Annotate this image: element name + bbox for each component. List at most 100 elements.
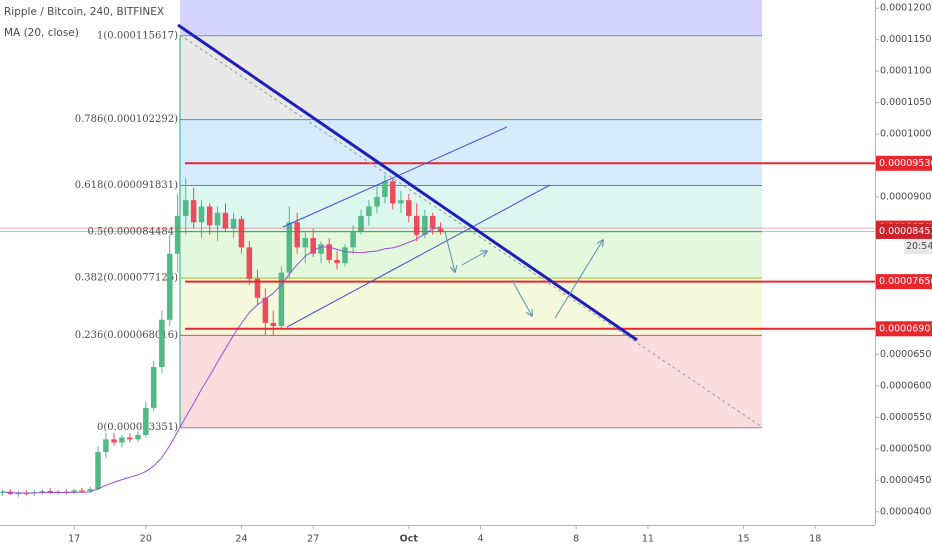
fib-label: 1(0.000115617) xyxy=(97,30,178,41)
candle-body xyxy=(15,492,22,495)
x-tick-label: 4 xyxy=(478,534,484,545)
y-tick-label: 0.00004500 xyxy=(880,475,932,486)
candle-body xyxy=(190,200,197,223)
candle-body xyxy=(350,231,356,248)
candle-body xyxy=(71,490,77,493)
candle-body xyxy=(127,437,133,440)
candle-body xyxy=(206,206,213,226)
candle-body xyxy=(366,206,372,216)
price-badge xyxy=(876,321,932,337)
fib-zone xyxy=(180,185,762,232)
price-badge-label: 0.00007656 xyxy=(879,276,932,287)
candle-body xyxy=(246,247,253,279)
candle-body xyxy=(254,278,261,298)
candle-body xyxy=(302,237,309,248)
x-tick-label: 20 xyxy=(140,534,152,545)
y-tick-label: 0.00006000 xyxy=(880,380,932,391)
x-tick-label: 18 xyxy=(809,534,821,545)
channel-lower xyxy=(286,184,551,328)
candle-body xyxy=(326,244,332,260)
arrow xyxy=(461,251,487,266)
candle-body xyxy=(39,491,46,493)
x-tick-label: 27 xyxy=(307,534,319,545)
y-tick-label: 0.00006500 xyxy=(880,349,932,360)
candle-body xyxy=(214,212,221,226)
price-badge xyxy=(876,274,932,290)
candle-body xyxy=(422,215,428,235)
candle-body xyxy=(358,215,364,232)
y-tick-label: 0.00004000 xyxy=(880,506,932,517)
candle-body xyxy=(398,200,404,204)
candle-body xyxy=(111,439,117,443)
drawings xyxy=(177,23,763,428)
x-tick-label: 11 xyxy=(642,534,654,545)
y-tick-label: 0.00009000 xyxy=(880,192,932,203)
fib-zones: 1(0.000115617) 0.786(0.000102292) 0.618(0.… xyxy=(75,0,762,433)
x-tick-label: 8 xyxy=(573,534,579,545)
fib-zone xyxy=(180,335,762,428)
fib-zone xyxy=(180,119,762,186)
candle-body xyxy=(174,215,181,254)
fib-zone xyxy=(180,231,762,279)
x-tick-label: 15 xyxy=(737,534,749,545)
y-tick-label: 0.00010500 xyxy=(880,97,932,108)
candle-body xyxy=(310,237,316,254)
candle-body xyxy=(262,297,269,323)
fib-label: 0.382(0.000077126) xyxy=(75,273,178,284)
moving-average xyxy=(2,226,441,494)
x-tick-label: Oct xyxy=(400,534,419,545)
x-tick-label: 24 xyxy=(235,534,247,545)
arrow xyxy=(444,231,455,272)
countdown-badge xyxy=(904,238,932,254)
y-tick-label: 0.00005000 xyxy=(880,443,932,454)
candle-body xyxy=(437,228,444,232)
candle-body xyxy=(413,215,420,235)
candle-body xyxy=(334,259,340,264)
fib-zone xyxy=(180,0,762,36)
candle-body xyxy=(230,219,237,229)
fib-trend xyxy=(179,34,763,428)
price-badge xyxy=(876,155,932,171)
candle-body xyxy=(390,181,396,204)
candle-body xyxy=(382,181,388,198)
candle-body xyxy=(278,272,285,327)
candle-body xyxy=(342,247,348,264)
price-badge-label: 0.00006907 xyxy=(879,323,932,334)
fib-label: 0.618(0.000091831) xyxy=(75,180,178,191)
arrow xyxy=(554,240,603,319)
fib-label: 0.236(0.000068016) xyxy=(75,330,178,341)
candle-body xyxy=(238,219,245,248)
candle-body xyxy=(47,491,53,493)
fib-label: 0.786(0.000102292) xyxy=(75,114,178,125)
candle-body xyxy=(374,197,380,207)
trend-line xyxy=(177,23,638,342)
candle-body xyxy=(95,451,101,490)
candle-body xyxy=(79,490,85,492)
y-tick-label: 0.00005500 xyxy=(880,412,932,423)
candle-body xyxy=(103,439,109,452)
candle-body xyxy=(222,212,229,229)
fib-zone xyxy=(180,35,762,120)
candle-body xyxy=(159,319,165,367)
y-tick-label: 0.00011500 xyxy=(880,34,932,45)
candle-body xyxy=(87,489,93,492)
y-tick-label: 0.00010000 xyxy=(880,129,932,140)
price-badge xyxy=(876,223,932,239)
candle-body xyxy=(406,200,412,216)
candle-body xyxy=(294,222,300,248)
y-tick-label: 0.00011000 xyxy=(880,66,932,77)
candle-body xyxy=(150,366,157,408)
price-badge-label: 0.00009536 xyxy=(879,158,932,169)
plot xyxy=(0,162,875,497)
candle-body xyxy=(182,200,189,216)
fib-zone xyxy=(180,278,762,336)
candle-body xyxy=(0,491,6,493)
candle-body xyxy=(166,253,173,320)
arrow xyxy=(511,279,532,316)
candle-body xyxy=(286,222,293,273)
candle-body xyxy=(135,434,141,440)
candle-body xyxy=(318,244,324,254)
